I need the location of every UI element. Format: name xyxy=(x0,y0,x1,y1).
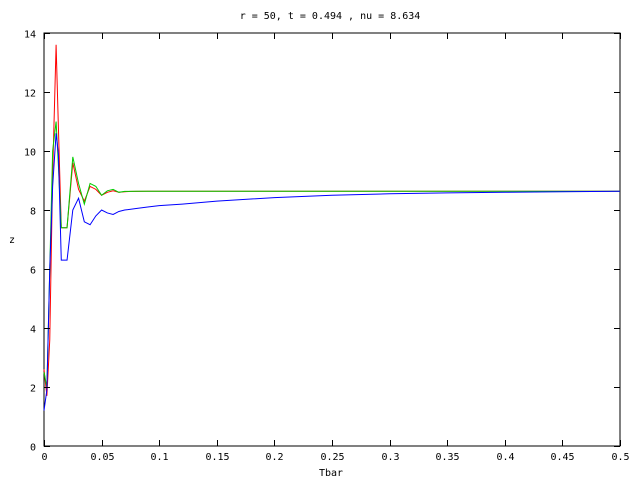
plot-area xyxy=(43,32,621,447)
x-axis-label: Tbar xyxy=(319,468,343,479)
y-tick-label: 0 xyxy=(30,443,36,454)
x-tick-label: 0.25 xyxy=(320,452,344,463)
x-tick-label: 0.4 xyxy=(496,452,514,463)
x-tick-label: 0.15 xyxy=(205,452,229,463)
series-line-2 xyxy=(43,121,620,388)
x-tick-label: 0.5 xyxy=(611,452,629,463)
y-tick-label: 4 xyxy=(30,325,36,336)
x-tick-label: 0.1 xyxy=(150,452,168,463)
y-tick-label: 6 xyxy=(30,266,36,277)
ticks-layer: 0 0.05 0.1 0.15 0.2 0.25 0.3 0.35 0.4 0.45 0.5 0 2 4 6… xyxy=(24,30,630,464)
series-line-3 xyxy=(43,133,621,411)
x-tick-label: 0 xyxy=(41,452,47,463)
x-tick-label: 0.45 xyxy=(550,452,574,463)
series-line-1 xyxy=(43,44,620,396)
x-tick-label: 0.3 xyxy=(381,452,399,463)
y-tick-label: 10 xyxy=(24,148,36,159)
series-layer xyxy=(43,44,621,411)
x-tick-label: 0.05 xyxy=(90,452,114,463)
y-tick-label: 2 xyxy=(30,384,36,395)
x-tick-label: 0.35 xyxy=(435,452,459,463)
chart-title: r = 50, t = 0.494 , nu = 8.634 xyxy=(240,11,421,22)
y-tick-label: 14 xyxy=(24,30,36,41)
y-axis-label: z xyxy=(9,235,15,246)
plot-frame xyxy=(43,32,621,447)
y-tick-label: 8 xyxy=(30,207,36,218)
y-tick-label: 12 xyxy=(24,89,36,100)
x-tick-label: 0.2 xyxy=(265,452,283,463)
